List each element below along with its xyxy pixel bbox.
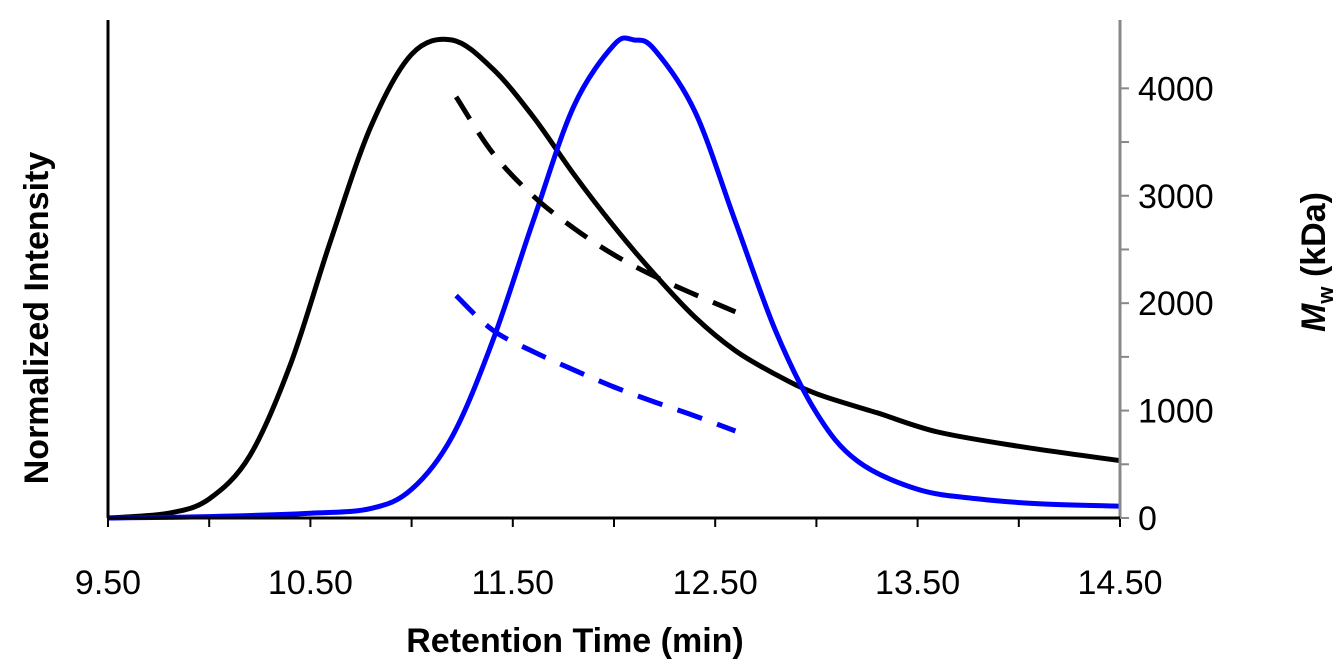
right-y-axis-title: Mw (kDa) bbox=[1295, 192, 1338, 332]
x-tick-label: 10.50 bbox=[268, 564, 353, 602]
series-line-1-solid-black bbox=[107, 36, 1121, 521]
right-y-tick-label: 4000 bbox=[1138, 70, 1214, 108]
x-tick-label: 13.50 bbox=[875, 564, 960, 602]
series-line-3-dashed-black bbox=[454, 95, 737, 315]
right-y-axis-title-rest: (kDa) bbox=[1295, 192, 1333, 286]
x-tick-label: 14.50 bbox=[1077, 564, 1162, 602]
left-y-axis-title: Normalized Intensity bbox=[18, 152, 56, 485]
right-y-tick-label: 0 bbox=[1138, 500, 1157, 538]
right-y-tick-label: 3000 bbox=[1138, 178, 1214, 216]
x-tick-group: 9.50 10.50 11.50 12.50 13.50 14.50 bbox=[75, 518, 1163, 602]
x-tick-label: 9.50 bbox=[75, 564, 141, 602]
series-line-4-dashed-blue bbox=[454, 293, 737, 434]
right-y-tick-label: 2000 bbox=[1138, 285, 1214, 323]
series-line-2-solid-blue bbox=[107, 35, 1121, 521]
right-y-tick-group: 0 1000 2000 3000 4000 bbox=[1120, 70, 1214, 538]
right-y-tick-label: 1000 bbox=[1138, 393, 1214, 431]
x-tick-label: 11.50 bbox=[472, 564, 555, 602]
right-y-axis-title-sub: w bbox=[1313, 286, 1338, 305]
right-y-axis-title-main: M bbox=[1295, 303, 1333, 332]
data-series-group bbox=[107, 35, 1121, 521]
x-axis-title: Retention Time (min) bbox=[406, 622, 744, 660]
x-tick-label: 12.50 bbox=[673, 564, 758, 602]
